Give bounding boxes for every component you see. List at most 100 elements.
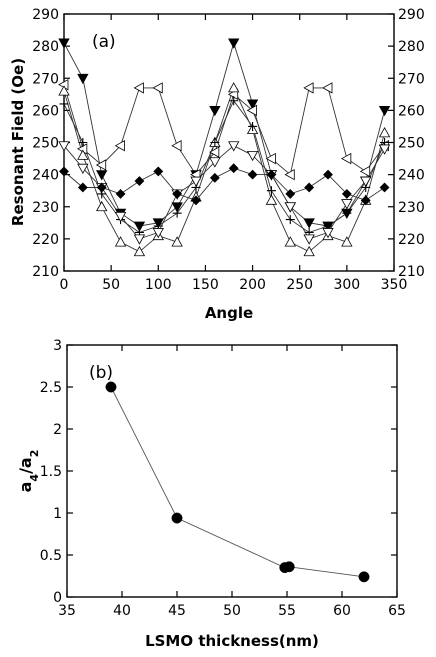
data-point-series-6	[134, 176, 145, 186]
data-point-series-5	[322, 228, 334, 239]
data-point-series-3	[341, 236, 353, 247]
y-tick-label-right: 220	[398, 232, 425, 248]
data-point-series-2	[341, 152, 352, 165]
y-tick-label-right: 280	[398, 39, 425, 55]
data-point-series-6	[228, 163, 239, 174]
data-point-series-4	[78, 138, 88, 147]
data-point-series-5	[133, 234, 146, 245]
panel-b-y-axis-title: a4/a2	[16, 450, 41, 493]
data-point-series-2	[265, 152, 276, 165]
x-tick-label: 45	[168, 603, 186, 619]
panel-b-markers	[105, 381, 370, 583]
data-point-series-3	[114, 236, 127, 247]
y-tick-label-right: 210	[398, 264, 425, 280]
data-point-series-6	[304, 182, 315, 193]
x-tick-label: 35	[58, 603, 76, 619]
data-point-series-6	[379, 182, 390, 193]
data-point-series-4	[172, 208, 182, 218]
y-tick-label-right: 230	[398, 200, 425, 216]
data-point-series-3	[378, 127, 391, 138]
data-point-series-5	[246, 150, 259, 162]
data-point-series-1	[171, 202, 183, 213]
y-tick-label: 270	[32, 71, 59, 87]
y-tick-label-right: 240	[398, 168, 425, 184]
panel-a-series-lines	[63, 41, 386, 253]
data-point-series-3	[265, 194, 278, 205]
data-point-series-2	[95, 159, 107, 171]
y-tick-label-right: 250	[398, 136, 425, 152]
data-point-series-6	[323, 169, 333, 180]
data-point-series-4	[229, 96, 239, 106]
data-point-series-5	[360, 176, 372, 187]
x-tick-label: 250	[286, 277, 313, 293]
data-point-series-1	[58, 38, 70, 49]
y-tick-label: 2.5	[40, 380, 62, 396]
data-point-series-6	[191, 195, 201, 206]
data-point-series-2	[209, 146, 220, 158]
y-tick-label: 220	[32, 232, 59, 248]
data-point-series-2	[322, 82, 333, 94]
y-tick-label: 260	[32, 103, 59, 119]
y-tick-label: 2	[53, 422, 62, 438]
data-point-series-2	[114, 140, 125, 152]
y-tick-label: 280	[32, 39, 59, 55]
data-point-series-6	[341, 188, 352, 199]
data-point-series-4	[248, 121, 258, 131]
series-line-5	[63, 145, 385, 240]
x-tick-label: 55	[278, 603, 296, 619]
data-point-series-2	[133, 82, 144, 94]
data-point-series-1	[378, 105, 391, 117]
data-point-series-5	[209, 157, 221, 168]
x-tick-label: 150	[192, 277, 219, 293]
x-tick-label: 40	[113, 603, 131, 619]
data-point-series-2	[246, 104, 257, 117]
panel-a-y-axis-title: Resonant Field (Oe)	[9, 58, 27, 226]
x-tick-label: 65	[388, 603, 406, 619]
panel-b-x-axis-title: LSMO thickness(nm)	[145, 632, 319, 650]
data-point-series-5	[341, 199, 353, 210]
series-line-2	[63, 84, 385, 176]
data-point-series-3	[96, 200, 108, 212]
data-point-series-1	[96, 170, 108, 181]
data-point-series-1	[283, 561, 295, 573]
data-point-series-1	[303, 218, 315, 229]
panel-b-frame	[66, 344, 398, 598]
data-point-series-2	[359, 165, 371, 178]
y-tick-label: 250	[32, 136, 59, 152]
data-point-series-1	[246, 99, 259, 110]
data-point-series-5	[303, 234, 315, 245]
data-point-series-5	[77, 163, 89, 175]
data-point-series-3	[284, 236, 296, 247]
data-point-series-3	[228, 82, 240, 93]
data-point-series-6	[115, 188, 126, 199]
series-line-3	[63, 86, 386, 253]
data-point-series-6	[285, 188, 296, 199]
data-point-series-2	[171, 140, 182, 152]
x-tick-label: 60	[333, 603, 351, 619]
data-point-series-6	[209, 172, 220, 183]
x-tick-label: 50	[102, 277, 120, 293]
x-tick-label: 200	[239, 277, 266, 293]
data-point-series-3	[171, 236, 183, 247]
panel-b-chart: 35 40 45 50 55 60 65 0 0.5 1 1.5 2 2.5 3 (b) LSMO thi…	[16, 338, 406, 650]
data-point-series-5	[228, 141, 240, 152]
data-point-series-3	[133, 245, 146, 257]
x-tick-label: 300	[333, 277, 360, 293]
panel-a-markers	[58, 38, 391, 257]
data-point-series-3	[77, 149, 89, 160]
panel-b-ticks: 35 40 45 50 55 60 65 0 0.5 1 1.5 2 2.5 3	[40, 338, 406, 619]
data-point-series-1	[77, 73, 89, 85]
data-point-series-6	[266, 169, 277, 180]
data-point-series-6	[172, 188, 183, 199]
y-tick-label-right: 260	[398, 103, 425, 119]
data-point-series-6	[153, 166, 164, 177]
data-point-series-1	[209, 105, 221, 117]
data-point-series-4	[210, 138, 220, 147]
panel-a-x-axis-title: Angle	[205, 304, 253, 322]
data-point-series-1	[105, 381, 117, 393]
data-point-series-3	[58, 85, 70, 96]
y-tick-label: 0.5	[40, 548, 62, 564]
